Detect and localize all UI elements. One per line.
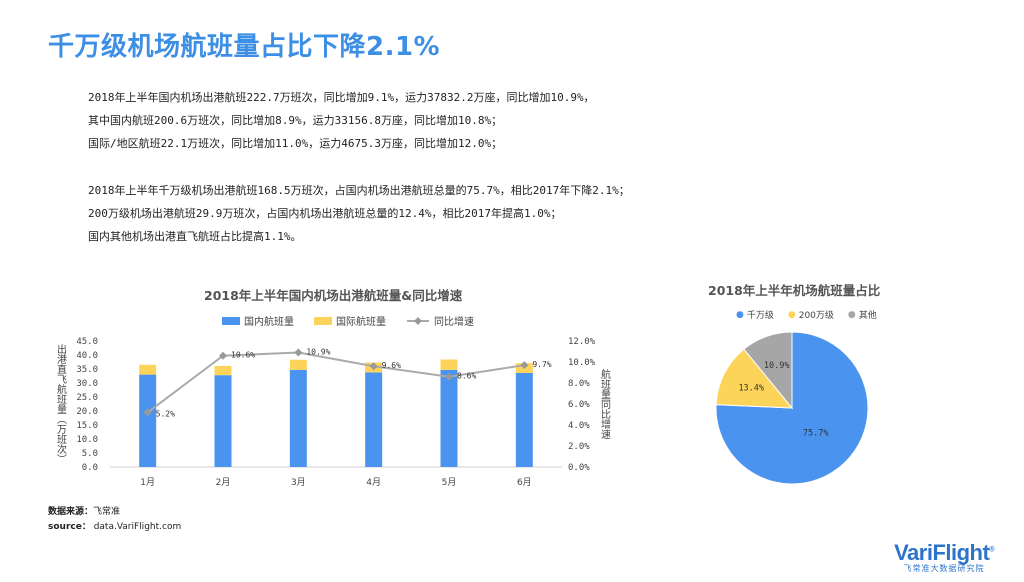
- summary-line: 2018年上半年千万级机场出港航班168.5万班次，占国内机场出港航班总量的75…: [88, 184, 630, 197]
- legend-item-10m: ● 千万级: [736, 309, 774, 322]
- growth-data-label: 10.9%: [306, 348, 330, 357]
- legend-item-2m: ● 200万级: [787, 309, 834, 322]
- growth-data-label: 10.6%: [231, 351, 255, 360]
- y2-tick-label: 0.0%: [568, 463, 590, 473]
- x-tick-label: 1月: [140, 477, 155, 488]
- y-tick-label: 20.0: [76, 407, 98, 417]
- growth-data-label: 5.2%: [156, 409, 175, 418]
- pie-slice-10m: [715, 331, 869, 485]
- legend-item-growth: 同比增速: [406, 313, 474, 328]
- bar-domestic: [515, 372, 533, 467]
- y2-tick-label: 4.0%: [568, 421, 590, 431]
- x-tick-label: 6月: [517, 477, 532, 488]
- pie-data-label: 75.7%: [803, 429, 829, 439]
- legend-item-other: ● 其他: [847, 309, 877, 322]
- pie-slice-other: [743, 331, 793, 410]
- bar-domestic: [440, 369, 458, 467]
- variflight-logo: VariFlight® 飞常准大数据研究院: [894, 540, 994, 573]
- bar-domestic: [214, 375, 232, 467]
- bar-international: [515, 363, 533, 373]
- combo-chart-legend: 国内航班量 国际航班量 同比增速: [222, 313, 488, 328]
- y2-tick-label: 6.0%: [568, 400, 590, 410]
- summary-paragraph-1: 2018年上半年国内机场出港航班222.7万班次，同比增加9.1%，运力3783…: [88, 86, 595, 155]
- pie-data-label: 10.9%: [764, 361, 790, 371]
- y-tick-label: 0.0: [82, 463, 98, 473]
- summary-line: 国际/地区航班22.1万班次，同比增加11.0%，运力4675.3万座，同比增加…: [88, 137, 503, 150]
- pie-data-label: 13.4%: [738, 384, 764, 394]
- y2-tick-label: 12.0%: [568, 337, 596, 347]
- summary-line: 国内其他机场出港直飞航班占比提高1.1%。: [88, 230, 302, 243]
- bar-international: [214, 365, 232, 376]
- y-tick-label: 10.0: [76, 435, 98, 445]
- growth-data-label: 9.7%: [532, 360, 551, 369]
- legend-item-international: 国际航班量: [314, 313, 386, 328]
- page-title: 千万级机场航班量占比下降2.1%: [48, 32, 441, 62]
- combo-chart-title: 2018年上半年国内机场出港航班量&同比增速: [204, 288, 463, 303]
- growth-point: [369, 362, 378, 371]
- y2-tick-label: 8.0%: [568, 379, 590, 389]
- bar-domestic: [365, 372, 383, 467]
- bar-international: [440, 359, 458, 370]
- pie-chart-title: 2018年上半年机场航班量占比: [708, 283, 881, 298]
- bar-international: [139, 364, 157, 375]
- growth-data-label: 8.6%: [457, 372, 476, 381]
- x-tick-label: 2月: [216, 477, 231, 488]
- x-tick-label: 3月: [291, 477, 306, 488]
- bar-international: [365, 362, 383, 373]
- y-tick-label: 15.0: [76, 421, 98, 431]
- y-tick-label: 45.0: [76, 337, 98, 347]
- y-axis-title: 出港直飞航班量（万班次）: [55, 343, 67, 464]
- pie-chart-legend: ● 千万级 ● 200万级 ● 其他: [736, 308, 885, 322]
- growth-line: [147, 351, 525, 414]
- summary-line: 2018年上半年国内机场出港航班222.7万班次，同比增加9.1%，运力3783…: [88, 91, 595, 104]
- growth-point: [445, 372, 453, 381]
- growth-data-label: 9.6%: [382, 361, 401, 370]
- bar-international: [289, 359, 307, 370]
- y2-tick-label: 2.0%: [568, 442, 590, 452]
- y-tick-label: 35.0: [76, 365, 98, 375]
- source-line-en: source： data.VariFlight.com: [48, 522, 182, 532]
- y-tick-label: 40.0: [76, 351, 98, 361]
- y-tick-label: 25.0: [76, 393, 98, 403]
- y2-axis-title: 航班量同比增速: [599, 368, 611, 439]
- summary-line: 其中国内航班200.6万班次，同比增加8.9%，运力33156.8万座，同比增加…: [88, 114, 503, 127]
- bar-domestic: [289, 369, 307, 467]
- x-tick-label: 4月: [366, 477, 381, 488]
- growth-point: [294, 348, 303, 357]
- growth-point: [219, 351, 227, 360]
- y-tick-label: 30.0: [76, 379, 98, 389]
- growth-point: [143, 408, 152, 417]
- y-tick-label: 5.0: [82, 449, 98, 459]
- y2-tick-label: 10.0%: [568, 358, 596, 368]
- growth-point: [520, 361, 529, 370]
- pie-slice-2m: [715, 348, 794, 409]
- x-tick-label: 5月: [442, 477, 457, 488]
- legend-item-domestic: 国内航班量: [222, 313, 294, 328]
- summary-line: 200万级机场出港航班29.9万班次，占国内机场出港航班总量的12.4%，相比2…: [88, 207, 562, 220]
- bar-domestic: [139, 374, 157, 467]
- summary-paragraph-2: 2018年上半年千万级机场出港航班168.5万班次，占国内机场出港航班总量的75…: [88, 179, 630, 248]
- source-line-cn: 数据来源：飞常准: [48, 507, 121, 517]
